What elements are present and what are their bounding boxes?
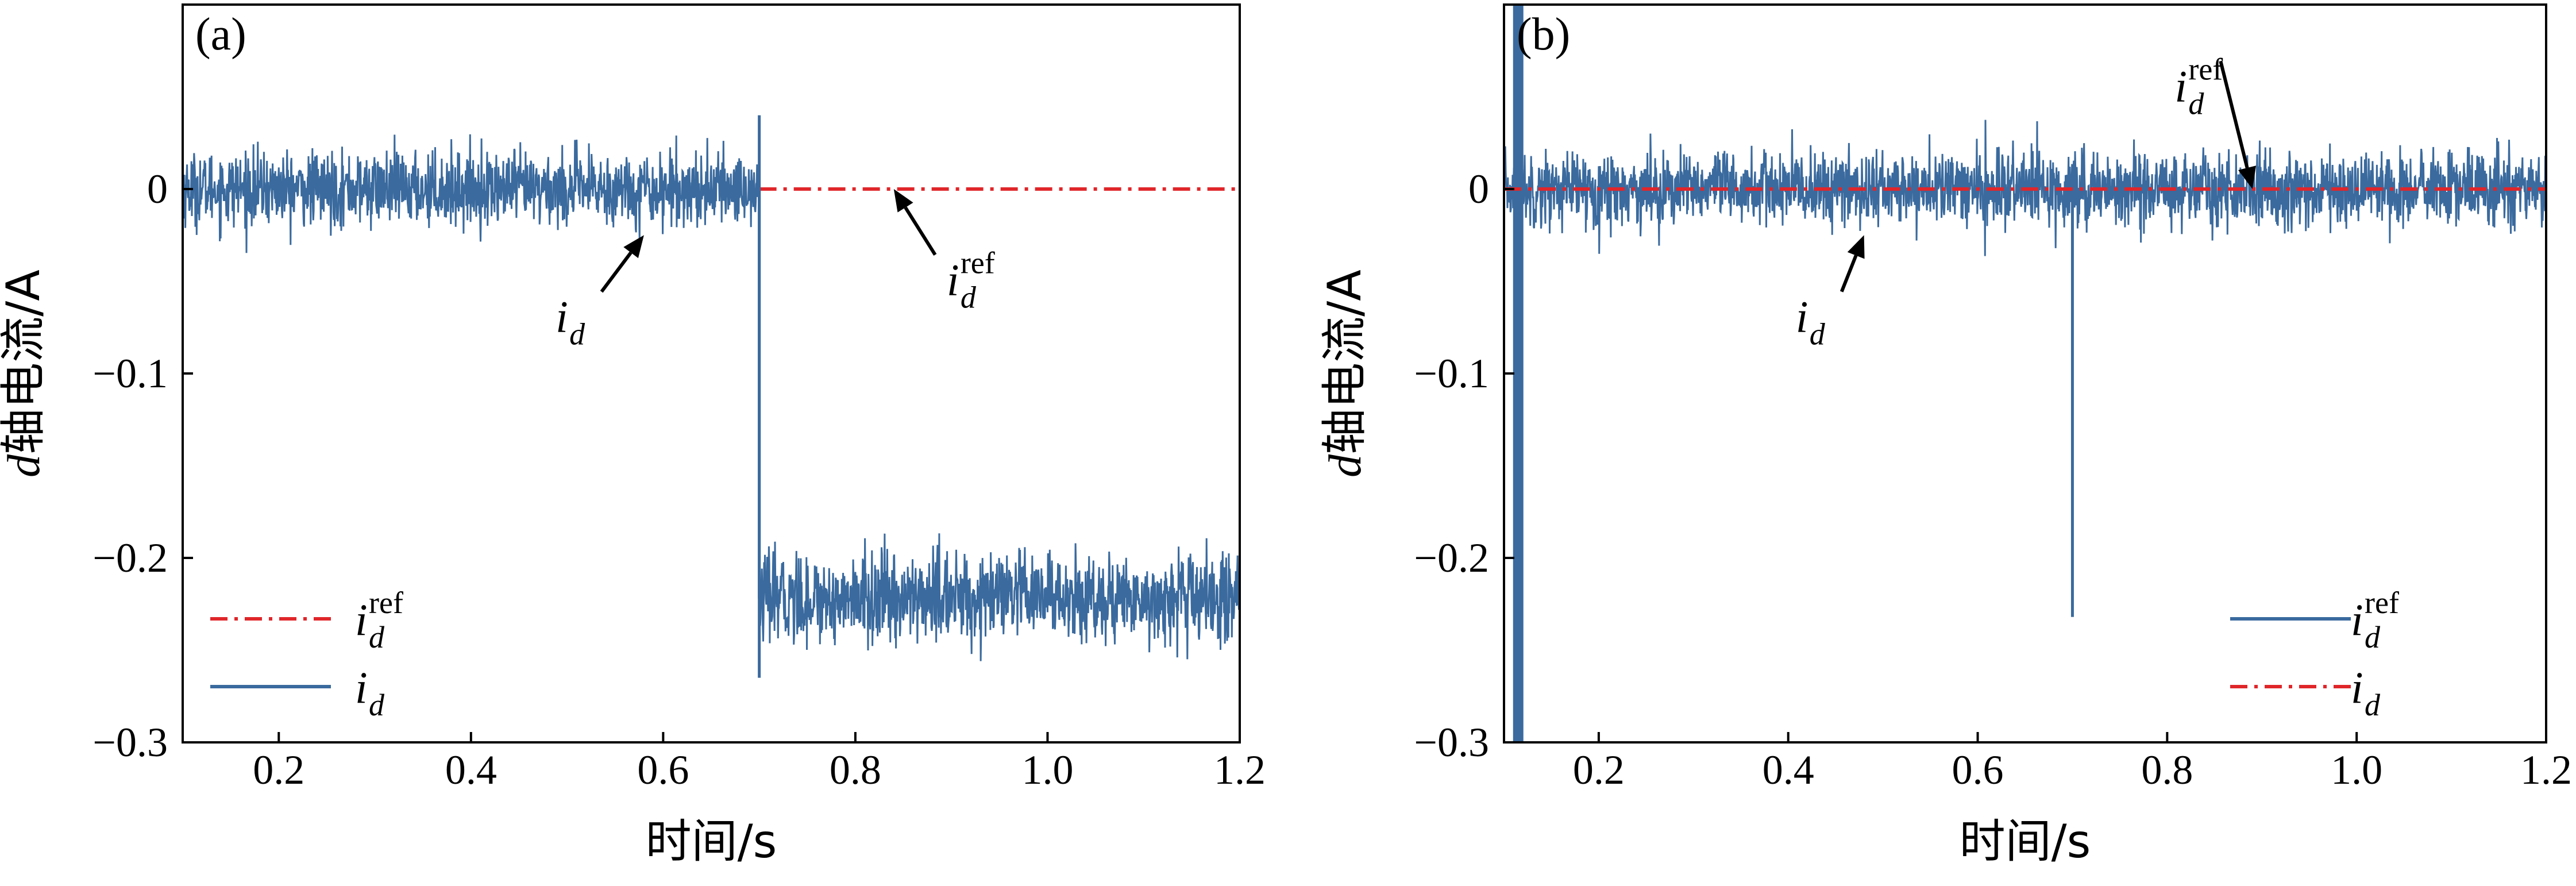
y-tick-label: −0.1 [92, 350, 168, 396]
legend-label-sub: d [2365, 688, 2381, 722]
y-axis-label: d轴电流/A [1318, 269, 1371, 477]
series-id [183, 115, 1240, 678]
legend-label-main: i [355, 595, 368, 645]
annotation-label-sub: d [2188, 86, 2204, 121]
annotation-arrow-head [623, 235, 644, 259]
y-tick-label: 0 [1468, 166, 1489, 212]
legend-label-sup: ref [369, 585, 403, 620]
y-tick-label: −0.2 [92, 535, 168, 581]
y-axis-label-italic: d [0, 454, 49, 477]
plot-area [1504, 5, 2546, 742]
y-axis-label: d轴电流/A [0, 269, 50, 477]
annotation-label-sub: d [961, 280, 977, 314]
plot-frame [1503, 3, 2547, 744]
chart-panel-b: 0.2 0.4 0.6 0.8 1.0 1.20−0.1−0.2−0.3(b)时间/sd轴… [1318, 3, 2572, 868]
y-tick-label: −0.3 [1414, 719, 1489, 765]
signal-trace [1504, 120, 2546, 256]
x-tick-label: 1.2 [1214, 747, 1266, 793]
annotation-arrow-head [893, 189, 913, 213]
x-tick-label: 0.6 [1952, 747, 2004, 793]
legend-label-main: i [2351, 595, 2363, 645]
x-tick-label: 0.2 [1573, 747, 1625, 793]
x-tick-label: 0.6 [637, 747, 689, 793]
panel-label: (a) [195, 9, 246, 60]
annotation-label-main: i [1796, 292, 1808, 342]
legend-label-sub: d [369, 688, 385, 722]
annotation-arrow-line [1840, 255, 1858, 292]
x-axis-label: 时间/s [1960, 815, 2091, 868]
signal-trace [183, 134, 761, 253]
panel-label: (b) [1517, 9, 1570, 60]
x-tick-label: 0.2 [253, 747, 304, 793]
annotation-label-sup: ref [961, 245, 995, 280]
annotation-arrow-head [2238, 165, 2257, 189]
chart-panel-a: 0.2 0.4 0.6 0.8 1.0 1.20−0.1−0.2−0.3(a)时间/sd轴… [0, 3, 1266, 868]
signal-trace [758, 533, 1240, 661]
y-axis-label-text: 轴电流/A [0, 269, 50, 454]
y-tick-label: −0.1 [1414, 350, 1489, 396]
legend-label-sub: d [2365, 620, 2381, 654]
annotation-label-main: i [947, 255, 959, 305]
legend-label-main: i [2351, 662, 2363, 712]
x-tick-label: 0.4 [445, 747, 497, 793]
annotation-label-sub: d [1810, 317, 1826, 352]
x-tick-label: 1.0 [2331, 747, 2382, 793]
annotation-label-sub: d [569, 317, 585, 352]
annotation-label-main: i [2174, 61, 2187, 111]
legend-label-main: i [355, 662, 368, 712]
annotation-arrow-line [2219, 60, 2249, 168]
series-id [1504, 5, 2546, 742]
x-tick-label: 0.8 [830, 747, 881, 793]
annotation-arrow-line [904, 206, 937, 256]
legend-label-sub: d [369, 620, 385, 654]
legend-label-sup: ref [2365, 585, 2399, 620]
y-axis-label-italic: d [1320, 454, 1371, 477]
annotation-arrow-line [600, 251, 633, 293]
plot-area [183, 115, 1240, 678]
x-axis-label: 时间/s [646, 815, 777, 868]
x-tick-label: 0.4 [1763, 747, 1814, 793]
y-tick-label: −0.3 [92, 719, 168, 765]
annotation-arrow-head [1847, 235, 1865, 259]
annotation-label-sup: ref [2188, 52, 2223, 86]
x-tick-label: 1.2 [2520, 747, 2572, 793]
x-tick-label: 0.8 [2141, 747, 2193, 793]
x-tick-label: 1.0 [1021, 747, 1073, 793]
annotation-label-main: i [556, 292, 568, 342]
y-tick-label: 0 [147, 166, 168, 212]
y-axis-label-text: 轴电流/A [1318, 269, 1371, 454]
y-tick-label: −0.2 [1414, 535, 1489, 581]
